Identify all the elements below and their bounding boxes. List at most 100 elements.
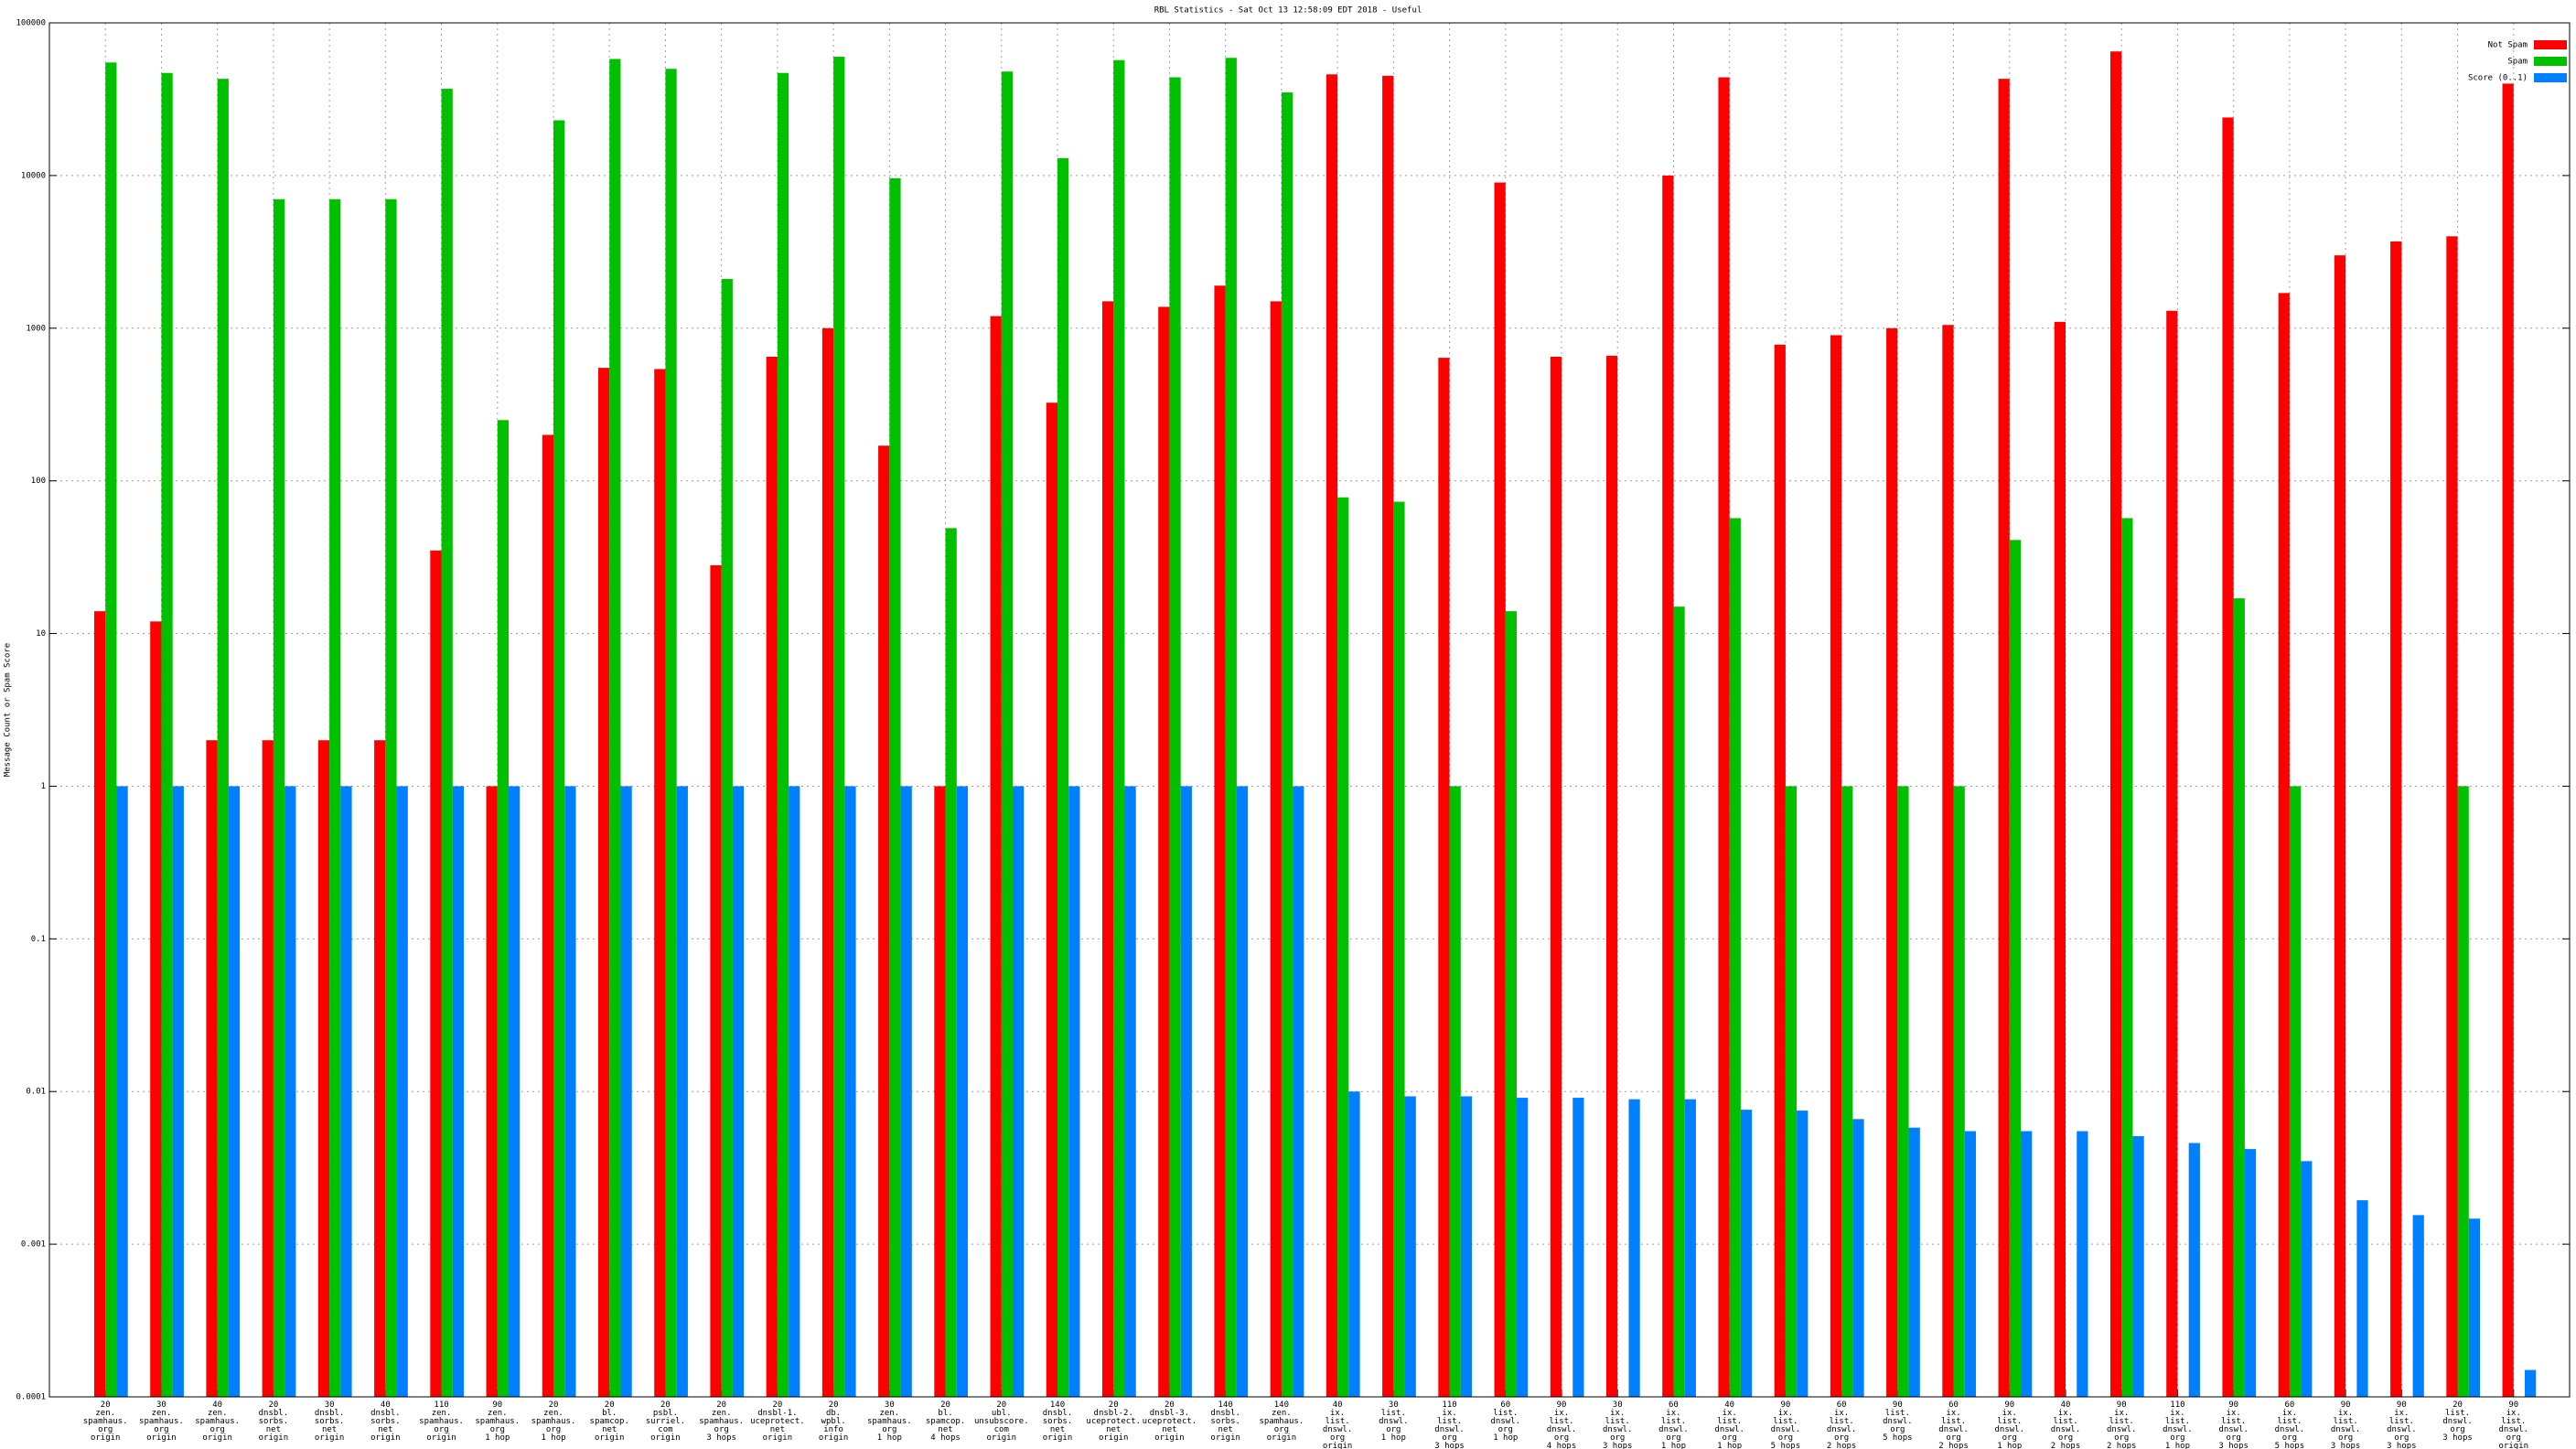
x-tick-label: 110 ix. list. dnswl. org 1 hop: [2163, 1401, 2193, 1449]
x-tick-label-line: sorbs.: [1210, 1417, 1240, 1426]
y-tick-label: 10000: [21, 171, 46, 180]
x-tick-label-line: ubl.: [992, 1409, 1012, 1418]
bar: [1517, 1098, 1529, 1397]
x-tick-label-line: dnswl.: [2218, 1425, 2249, 1434]
bar: [2334, 255, 2346, 1397]
x-tick-label-line: uceprotect.: [1086, 1417, 1141, 1426]
x-tick-label-line: 110: [434, 1401, 448, 1410]
x-tick-label-line: dnswl.: [2442, 1417, 2473, 1426]
x-tick-label-line: dnswl.: [1379, 1417, 1409, 1426]
bar: [396, 786, 408, 1397]
bar: [1057, 157, 1069, 1397]
x-tick-label-line: zen.: [1272, 1409, 1292, 1418]
x-tick-label-line: list.: [1885, 1409, 1910, 1418]
legend-label: Score (0..1): [2468, 74, 2528, 83]
x-tick-label-line: zen.: [543, 1409, 564, 1418]
x-tick-label-line: dnswl.: [1603, 1425, 1633, 1434]
bar: [2021, 1131, 2033, 1397]
x-tick-label-line: list.: [2389, 1417, 2414, 1426]
x-tick-label: 60 ix. list. dnswl. org 2 hops: [1938, 1401, 1969, 1449]
x-tick-label-line: origin: [1154, 1433, 1185, 1443]
x-tick-label-line: ix.: [2394, 1409, 2409, 1418]
x-tick-label-line: list.: [1941, 1417, 1966, 1426]
x-tick-label-line: 20: [660, 1401, 671, 1410]
x-tick-label-line: 20: [772, 1401, 782, 1410]
x-tick-label-line: ix.: [1330, 1409, 1345, 1418]
x-tick-label-line: org: [1274, 1425, 1289, 1434]
x-tick-label: 90 ix. list. dnswl. org 3 hops: [2331, 1401, 2361, 1449]
x-tick-label: 30 zen. spamhaus. org 1 hop: [867, 1401, 912, 1443]
bar: [1830, 335, 1842, 1397]
x-tick-label-line: sorbs.: [315, 1417, 345, 1426]
bar: [1180, 786, 1192, 1397]
x-tick-label-line: ix.: [1554, 1409, 1569, 1418]
bar: [1572, 1098, 1584, 1397]
x-tick-label-line: spamhaus.: [83, 1417, 128, 1426]
x-tick-label-line: list.: [1437, 1417, 1462, 1426]
bar: [777, 72, 789, 1397]
bar: [1797, 1111, 1809, 1397]
x-tick-label-line: org: [1834, 1433, 1849, 1443]
chart-title: RBL Statistics - Sat Oct 13 12:58:09 EDT…: [1154, 6, 1422, 16]
bar: [217, 79, 229, 1397]
x-tick-label-line: zen.: [152, 1409, 172, 1418]
x-tick-label-line: org: [2227, 1433, 2241, 1443]
x-tick-label-line: zen.: [712, 1409, 732, 1418]
x-tick-label-line: org: [434, 1425, 448, 1434]
x-tick-label: 30 zen. spamhaus. org origin: [139, 1401, 184, 1443]
x-tick-label-line: list.: [2221, 1417, 2246, 1426]
x-tick-label-line: spamhaus.: [139, 1417, 184, 1426]
bar: [1662, 175, 1674, 1397]
x-tick-label-line: list.: [1997, 1417, 2022, 1426]
bar: [1013, 786, 1025, 1397]
x-tick-label-line: 20: [829, 1401, 839, 1410]
x-tick-label-line: spamhaus.: [1259, 1417, 1304, 1426]
x-tick-label-line: zen.: [488, 1409, 508, 1418]
x-tick-label-line: list.: [1381, 1409, 1406, 1418]
x-tick-label-line: org: [154, 1425, 168, 1434]
x-tick-label-line: 1 hop: [1717, 1442, 1742, 1449]
x-tick-label: 40 dnsbl. sorbs. net origin: [370, 1401, 401, 1443]
x-tick-label: 40 ix. list. dnswl. org origin: [1323, 1401, 1353, 1449]
x-tick-label-line: origin: [146, 1433, 177, 1443]
y-tick-label: 0.01: [26, 1088, 46, 1097]
legend-swatch: [2534, 73, 2567, 82]
x-tick-label-line: org: [1498, 1425, 1513, 1434]
x-tick-label-line: spamhaus.: [867, 1417, 912, 1426]
x-tick-label-line: origin: [370, 1433, 401, 1443]
x-tick-label: 60 ix. list. dnswl. org 2 hops: [1827, 1401, 1857, 1449]
x-tick-label-line: 2 hops: [2107, 1442, 2137, 1449]
x-tick-label-line: net: [1050, 1425, 1065, 1434]
x-tick-label-line: org: [2002, 1433, 2017, 1443]
bar: [1068, 786, 1080, 1397]
bar: [1964, 1131, 1977, 1397]
x-tick-label-line: 90: [2004, 1401, 2014, 1410]
bar: [329, 199, 341, 1397]
x-tick-label: 90 ix. list. dnswl. org 5 hops: [1771, 1401, 1801, 1449]
bar: [2289, 786, 2302, 1397]
x-tick-label-line: 1 hop: [541, 1433, 565, 1443]
x-tick-label-line: org: [1554, 1433, 1569, 1443]
x-tick-label-line: wpbl.: [821, 1417, 846, 1426]
bar: [676, 786, 688, 1397]
x-tick-label-line: org: [2394, 1433, 2409, 1443]
bar: [2457, 786, 2469, 1397]
bar: [1225, 58, 1237, 1397]
bar: [2468, 1218, 2481, 1397]
bar: [2301, 1161, 2313, 1397]
x-tick-label: 90 zen. spamhaus. org 1 hop: [475, 1401, 520, 1443]
x-tick-label: 90 ix. list. dnswl. org 4 hops: [1547, 1401, 1577, 1449]
x-tick-label-line: org: [1610, 1433, 1625, 1443]
x-tick-label-line: dnswl.: [2163, 1425, 2193, 1434]
x-tick-label-line: dnswl.: [1491, 1417, 1521, 1426]
x-tick-label-line: spamcop.: [926, 1417, 965, 1426]
x-tick-label: 110 zen. spamhaus. org origin: [419, 1401, 464, 1443]
x-tick-label-line: 3 hops: [2387, 1442, 2417, 1449]
bar: [1438, 358, 1450, 1398]
x-tick-label-line: dnswl.: [1938, 1425, 1969, 1434]
bar: [844, 786, 856, 1397]
bar: [2109, 51, 2122, 1398]
x-tick-label: 90 ix. list. dnswl. org 3 hops: [2387, 1401, 2417, 1449]
x-tick-label: 20 bl. spamcop. net 4 hops: [926, 1401, 965, 1443]
x-tick-label-line: bl.: [602, 1409, 617, 1418]
